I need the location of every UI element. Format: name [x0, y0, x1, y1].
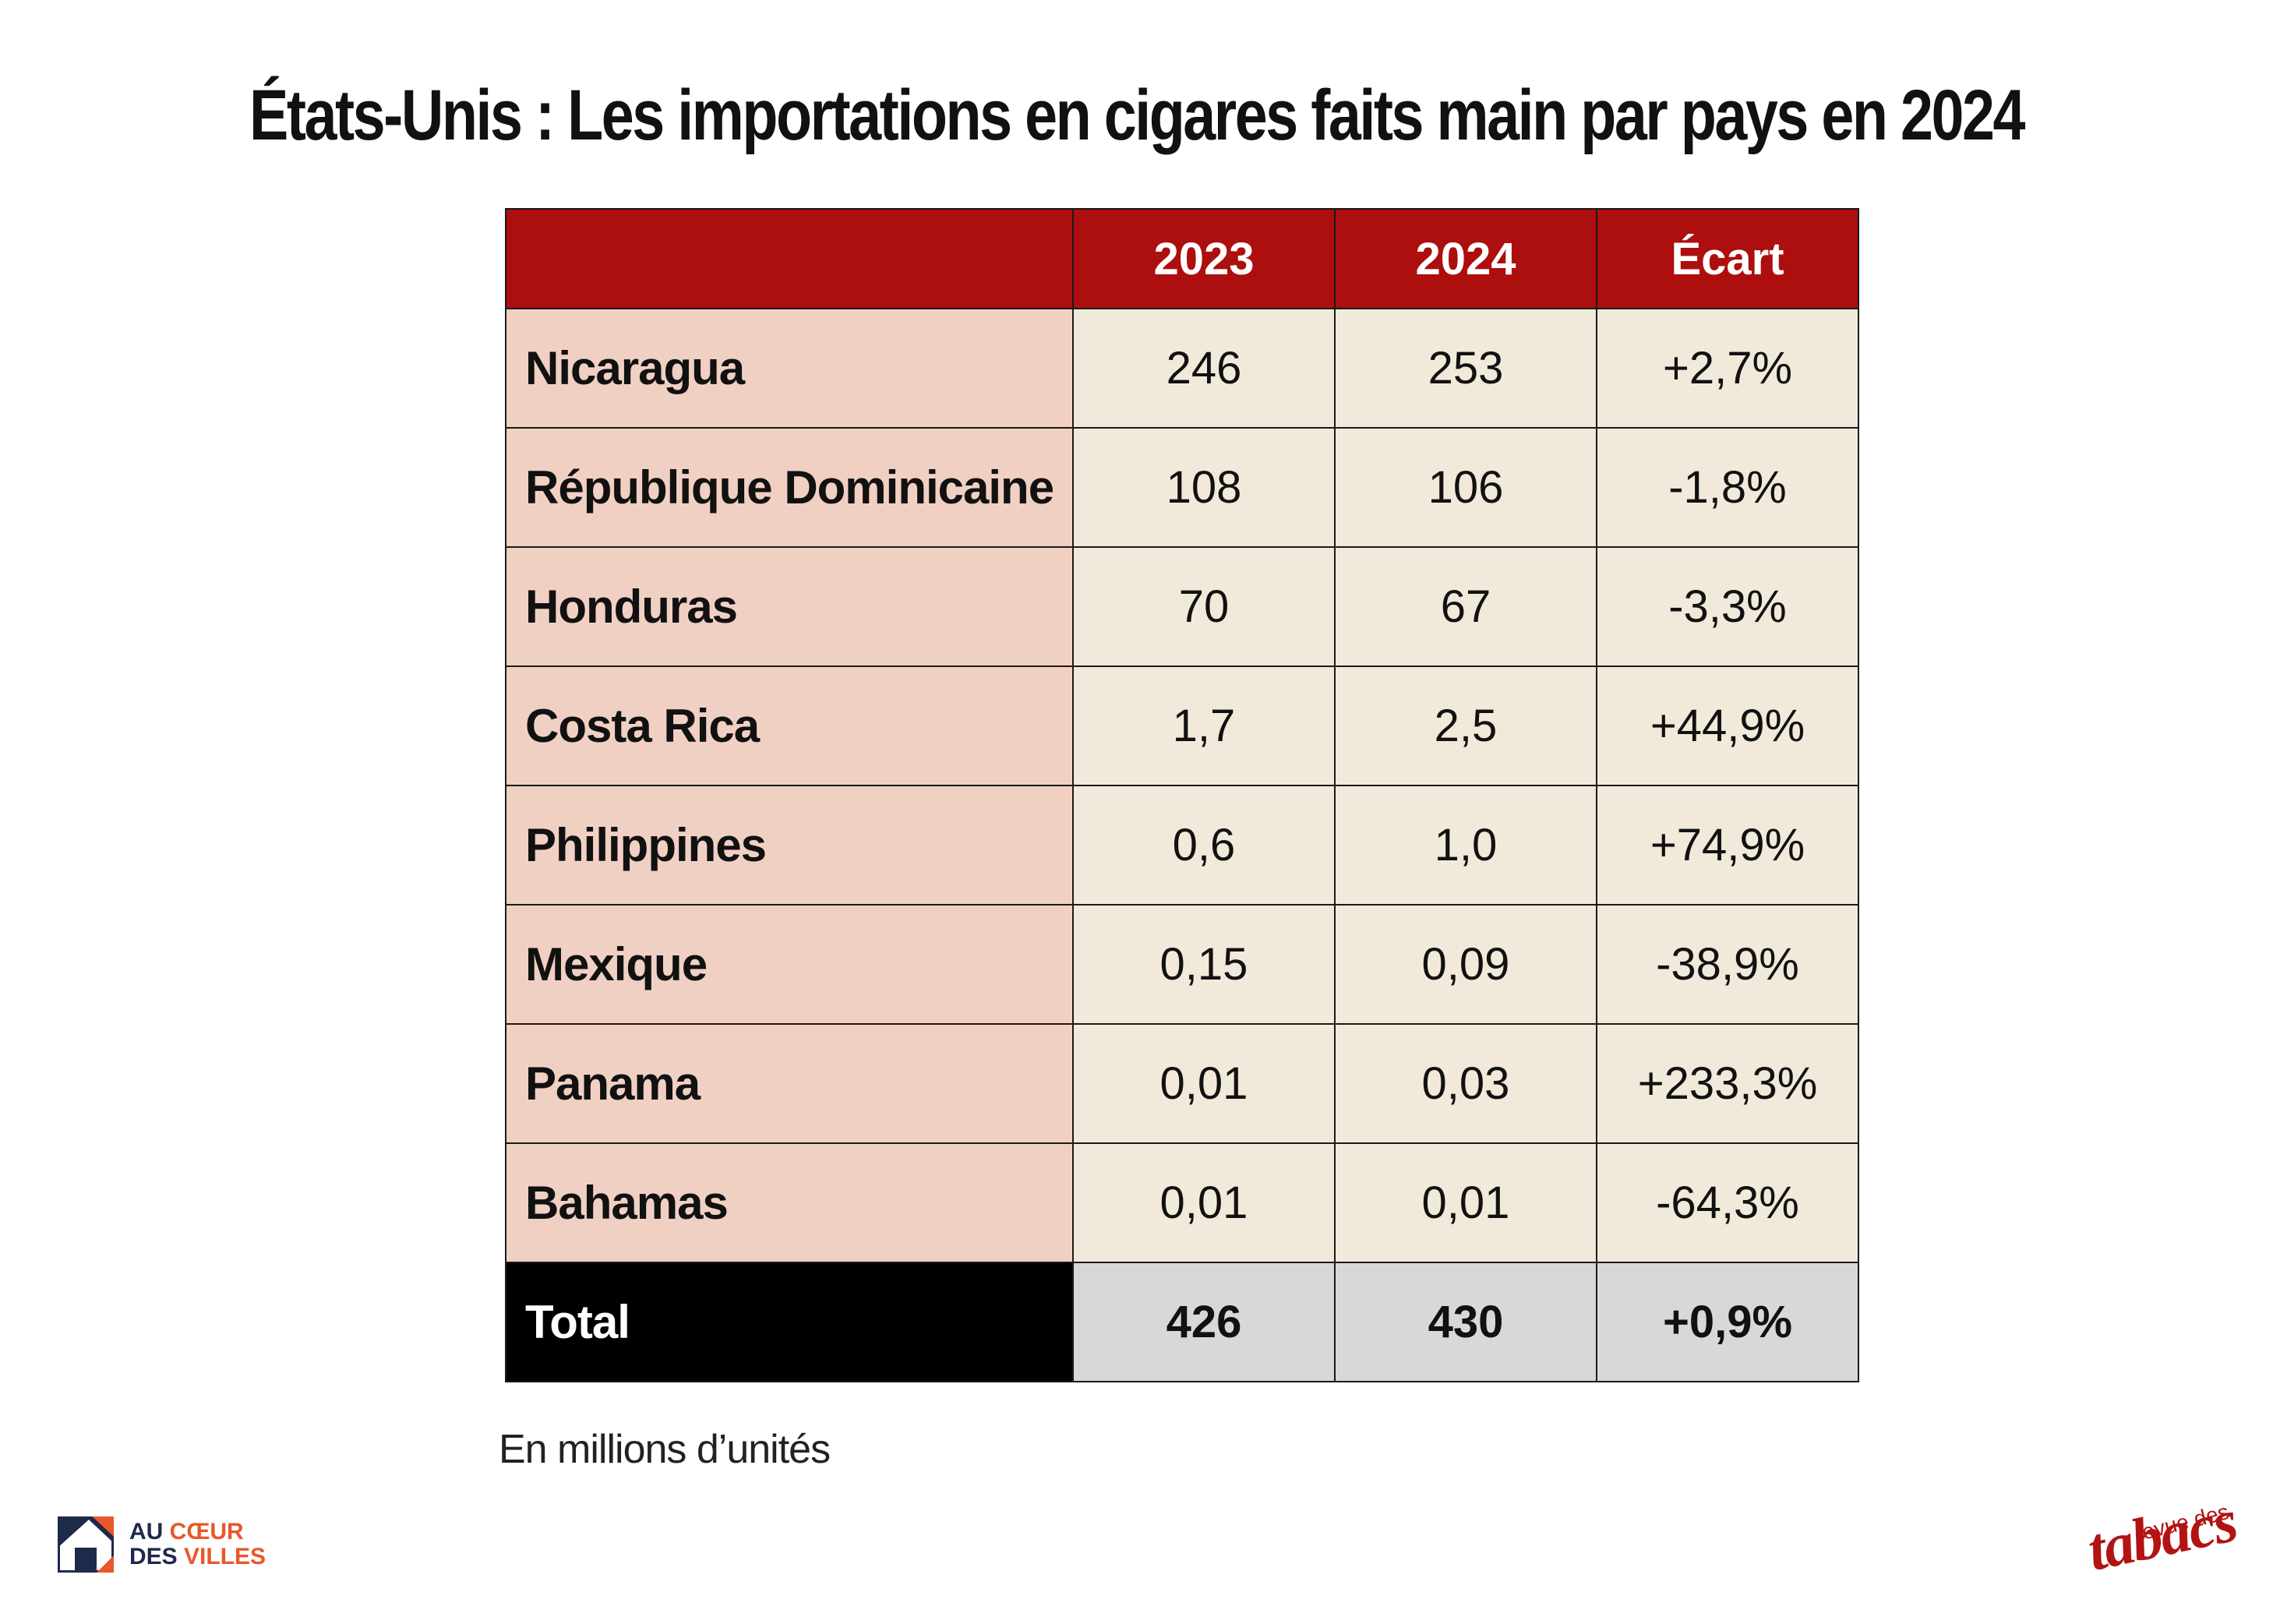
logo-word-coeur: CŒUR: [169, 1519, 244, 1545]
cell-2023: 108: [1072, 427, 1336, 548]
cell-ecart: -38,9%: [1596, 904, 1859, 1025]
cell-total-ecart: +0,9%: [1596, 1262, 1859, 1382]
cell-2024: 0,09: [1334, 904, 1597, 1025]
cell-2023: 70: [1072, 546, 1336, 667]
cell-total-2024: 430: [1334, 1262, 1597, 1382]
imports-table: 2023 2024 Écart Nicaragua 246 253 +2,7% …: [505, 208, 1859, 1382]
header-2024: 2024: [1334, 208, 1597, 309]
page-title: États-Unis : Les importations en cigares…: [249, 76, 2025, 155]
header-ecart: Écart: [1596, 208, 1859, 309]
cell-total-label: Total: [505, 1262, 1074, 1382]
units-footnote: En millions d’unités: [499, 1427, 831, 1472]
cell-2023: 0,15: [1072, 904, 1336, 1025]
cell-ecart: +2,7%: [1596, 308, 1859, 429]
au-coeur-des-villes-logo: AU CŒUR DES VILLES: [58, 1516, 266, 1573]
logo-word-au: AU: [129, 1519, 170, 1545]
cell-2023: 0,01: [1072, 1023, 1336, 1144]
cell-2024: 2,5: [1334, 665, 1597, 786]
cell-country: Mexique: [505, 904, 1074, 1025]
house-logo-icon: [58, 1516, 114, 1573]
cell-2024: 0,01: [1334, 1142, 1597, 1263]
cell-country: Panama: [505, 1023, 1074, 1144]
cell-country: République Dominicaine: [505, 427, 1074, 548]
logo-word-des: DES: [129, 1544, 185, 1569]
logo-word-villes: VILLES: [184, 1544, 266, 1569]
table-row: Panama 0,01 0,03 +233,3%: [505, 1023, 1859, 1144]
cell-2023: 0,6: [1072, 785, 1336, 906]
cell-ecart: -1,8%: [1596, 427, 1859, 548]
header-country: [505, 208, 1074, 309]
cell-2024: 253: [1334, 308, 1597, 429]
table-row: Nicaragua 246 253 +2,7%: [505, 308, 1859, 429]
logo-text: AU CŒUR DES VILLES: [129, 1520, 266, 1569]
cell-country: Bahamas: [505, 1142, 1074, 1263]
table-row: Mexique 0,15 0,09 -38,9%: [505, 904, 1859, 1025]
total-row: Total 426 430 +0,9%: [505, 1262, 1859, 1382]
cell-ecart: +44,9%: [1596, 665, 1859, 786]
cell-2023: 1,7: [1072, 665, 1336, 786]
revue-des-tabacs-logo: revue des tabacs: [2081, 1486, 2242, 1598]
cell-country: Philippines: [505, 785, 1074, 906]
table-row: Bahamas 0,01 0,01 -64,3%: [505, 1142, 1859, 1263]
cell-country: Costa Rica: [505, 665, 1074, 786]
table-header-row: 2023 2024 Écart: [505, 208, 1859, 309]
cell-country: Honduras: [505, 546, 1074, 667]
cell-total-2023: 426: [1072, 1262, 1336, 1382]
header-2023: 2023: [1072, 208, 1336, 309]
logo-tabacs: tabacs: [2081, 1486, 2243, 1584]
cell-ecart: +74,9%: [1596, 785, 1859, 906]
table-row: Honduras 70 67 -3,3%: [505, 546, 1859, 667]
cell-2024: 106: [1334, 427, 1597, 548]
cell-2023: 0,01: [1072, 1142, 1336, 1263]
cell-2023: 246: [1072, 308, 1336, 429]
cell-country: Nicaragua: [505, 308, 1074, 429]
table-row: Philippines 0,6 1,0 +74,9%: [505, 785, 1859, 906]
cell-2024: 1,0: [1334, 785, 1597, 906]
cell-ecart: -64,3%: [1596, 1142, 1859, 1263]
cell-2024: 67: [1334, 546, 1597, 667]
cell-2024: 0,03: [1334, 1023, 1597, 1144]
cell-ecart: +233,3%: [1596, 1023, 1859, 1144]
table-row: Costa Rica 1,7 2,5 +44,9%: [505, 665, 1859, 786]
table-row: République Dominicaine 108 106 -1,8%: [505, 427, 1859, 548]
cell-ecart: -3,3%: [1596, 546, 1859, 667]
table-body: Nicaragua 246 253 +2,7% République Domin…: [505, 308, 1859, 1382]
